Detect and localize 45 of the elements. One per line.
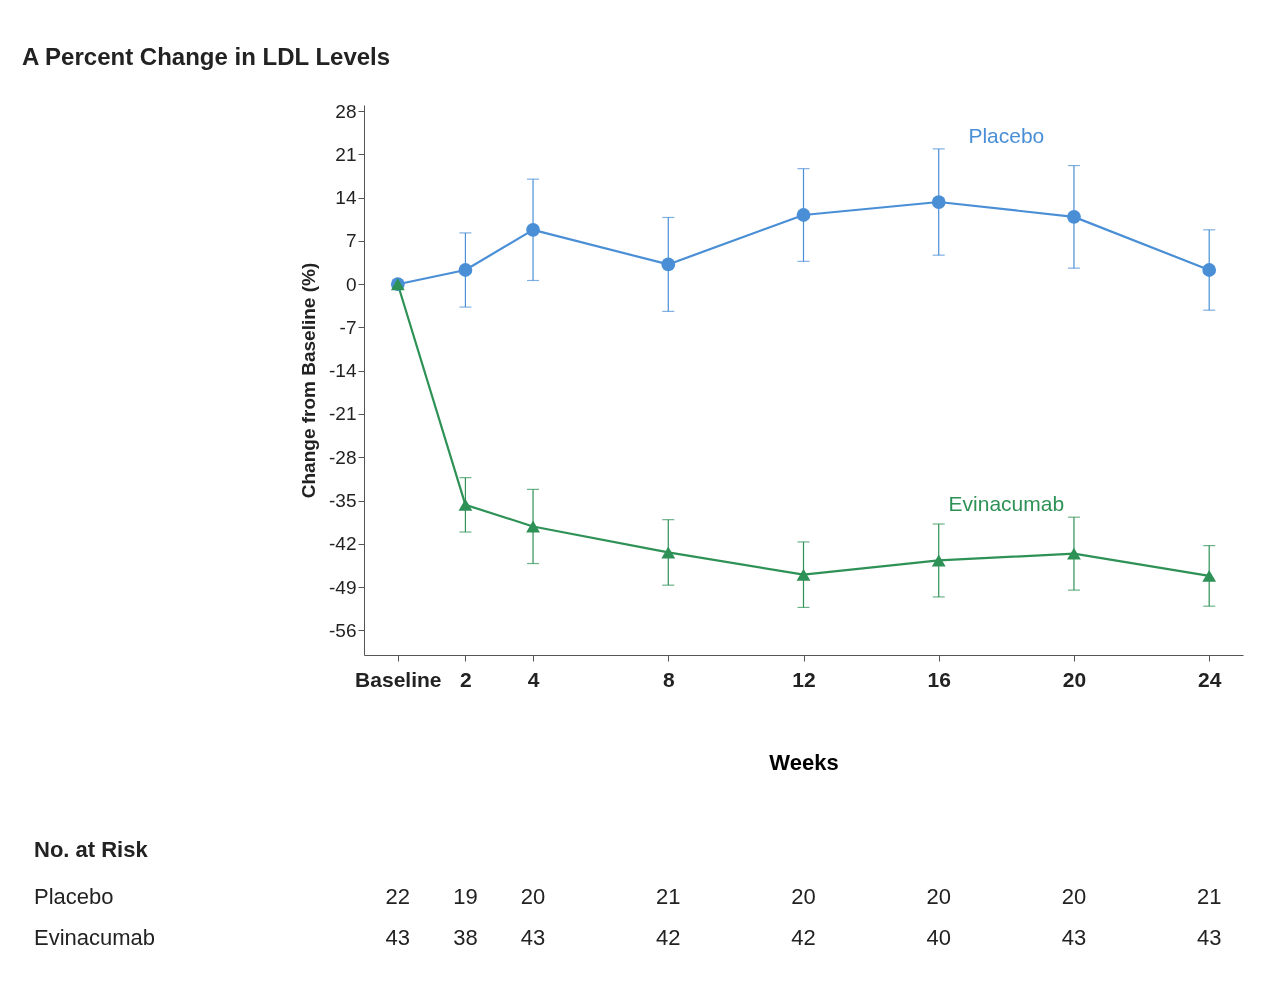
- point: [796, 208, 811, 222]
- y-tick-label: 0: [345, 273, 357, 295]
- y-tick-label: -28: [329, 446, 357, 468]
- point: [458, 498, 473, 511]
- x-tick-label: 4: [527, 667, 540, 691]
- point: [1067, 209, 1081, 224]
- x-tick-label: Baseline: [355, 667, 442, 691]
- point: [931, 554, 946, 567]
- x-axis-title: Weeks: [769, 749, 839, 775]
- point: [661, 257, 676, 272]
- y-tick-label: 21: [335, 143, 357, 165]
- text: Evinacumab: [34, 925, 156, 950]
- point: [526, 222, 540, 237]
- text: 22 19 20 21 20 20 20 21: [385, 884, 1222, 909]
- point: [796, 568, 811, 581]
- x-tick-label: 2: [460, 667, 472, 691]
- y-axis-title: Change from Baseline (%): [298, 262, 320, 499]
- y-tick-label: 14: [335, 187, 357, 209]
- point: [661, 546, 676, 559]
- point: [1067, 547, 1081, 560]
- text: 43 38 43 42 42 40 43 43: [385, 925, 1222, 950]
- y-tick-label: 28: [335, 100, 357, 122]
- y-tick-label: -35: [329, 490, 357, 512]
- text: Placebo: [34, 884, 114, 909]
- x-tick-label: 20: [1062, 667, 1087, 691]
- point: [931, 195, 946, 209]
- y-tick-label: -21: [329, 403, 357, 425]
- series-label: Evinacumab: [948, 492, 1065, 516]
- x-tick-label: 8: [662, 667, 675, 691]
- y-tick-label: -56: [329, 619, 357, 641]
- x-tick-label: 12: [792, 667, 816, 691]
- y-tick-label: -14: [329, 360, 357, 382]
- point: [1202, 263, 1217, 277]
- y-tick-label: 7: [345, 230, 357, 252]
- point: [458, 263, 473, 277]
- y-tick-label: -7: [339, 316, 357, 338]
- x-tick-label: 24: [1198, 667, 1222, 691]
- point: [1202, 569, 1217, 582]
- text: Placebo: [968, 123, 1045, 147]
- chart-title: A Percent Change in LDL Levels: [22, 43, 391, 71]
- x-tick-label: 16: [927, 667, 951, 691]
- point: [526, 520, 540, 533]
- text: No. at Risk: [34, 837, 149, 862]
- y-tick-label: -42: [329, 533, 357, 555]
- y-tick-label: -49: [329, 576, 357, 598]
